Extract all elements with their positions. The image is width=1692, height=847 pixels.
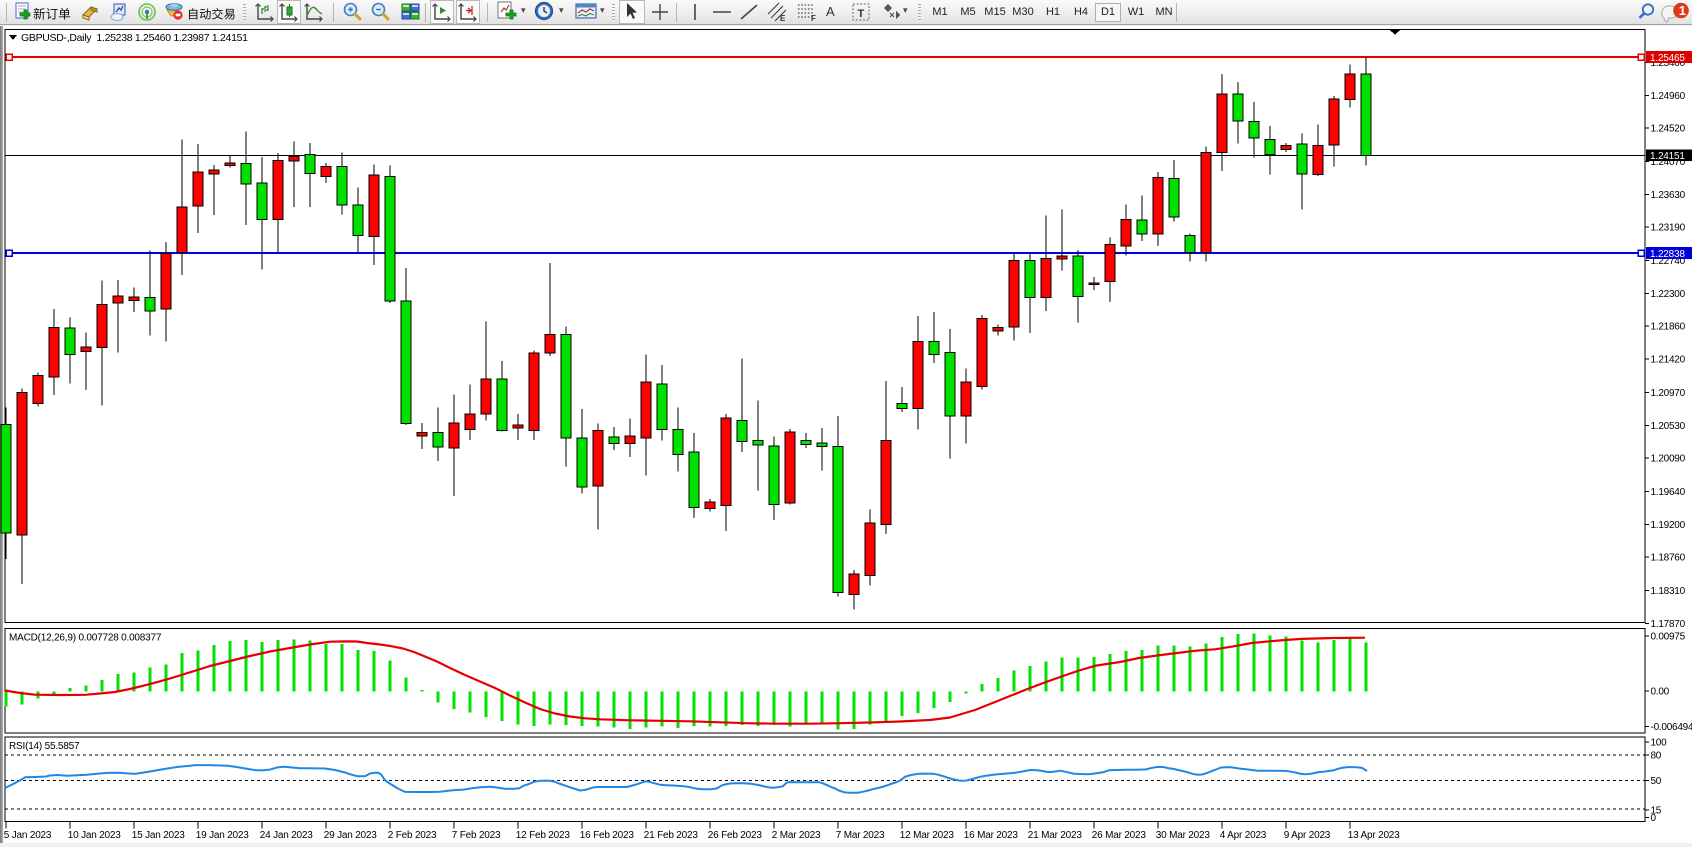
svg-text:1.19200: 1.19200 [1651, 520, 1686, 531]
svg-text:21 Mar 2023: 21 Mar 2023 [1028, 830, 1083, 841]
svg-text:15: 15 [1651, 806, 1662, 817]
svg-text:26 Mar 2023: 26 Mar 2023 [1092, 830, 1147, 841]
svg-text:0.00: 0.00 [1651, 687, 1670, 698]
svg-text:1.17870: 1.17870 [1651, 619, 1686, 630]
svg-text:1.25400: 1.25400 [1651, 58, 1686, 69]
svg-text:1.24151: 1.24151 [1650, 151, 1685, 162]
svg-text:1.20530: 1.20530 [1651, 421, 1686, 432]
svg-text:0.00975: 0.00975 [1651, 632, 1686, 643]
svg-text:1.24520: 1.24520 [1651, 124, 1686, 135]
svg-text:1.21860: 1.21860 [1651, 322, 1686, 333]
svg-text:21 Feb 2023: 21 Feb 2023 [644, 830, 699, 841]
svg-text:15 Jan 2023: 15 Jan 2023 [132, 830, 185, 841]
svg-text:-0.006494: -0.006494 [1651, 722, 1692, 733]
svg-text:12 Feb 2023: 12 Feb 2023 [516, 830, 571, 841]
svg-text:1.23630: 1.23630 [1651, 190, 1686, 201]
svg-text:1.24070: 1.24070 [1651, 157, 1686, 168]
svg-text:1.22740: 1.22740 [1651, 256, 1686, 267]
svg-text:16 Mar 2023: 16 Mar 2023 [964, 830, 1019, 841]
svg-text:1: 1 [1679, 3, 1686, 18]
svg-text:1.18310: 1.18310 [1651, 586, 1686, 597]
svg-text:7 Mar 2023: 7 Mar 2023 [836, 830, 885, 841]
svg-text:RSI(14) 55.5857: RSI(14) 55.5857 [9, 741, 80, 752]
svg-text:1.22838: 1.22838 [1650, 249, 1685, 260]
svg-text:80: 80 [1651, 750, 1662, 761]
svg-text:1.18760: 1.18760 [1651, 553, 1686, 564]
svg-text:1.24960: 1.24960 [1651, 91, 1686, 102]
svg-text:1.23190: 1.23190 [1651, 223, 1686, 234]
svg-text:T: T [858, 8, 865, 20]
svg-text:10 Jan 2023: 10 Jan 2023 [68, 830, 121, 841]
svg-text:GBPUSD-,Daily 1.25238 1.25460: GBPUSD-,Daily 1.25238 1.25460 1.23987 1.… [21, 32, 248, 44]
svg-text:30 Mar 2023: 30 Mar 2023 [1156, 830, 1211, 841]
svg-text:7 Feb 2023: 7 Feb 2023 [452, 830, 501, 841]
svg-text:5 Jan 2023: 5 Jan 2023 [4, 830, 52, 841]
svg-text:50: 50 [1651, 776, 1662, 787]
svg-text:1.20970: 1.20970 [1651, 388, 1686, 399]
svg-text:13 Apr 2023: 13 Apr 2023 [1348, 830, 1400, 841]
svg-text:24 Jan 2023: 24 Jan 2023 [260, 830, 313, 841]
svg-text:12 Mar 2023: 12 Mar 2023 [900, 830, 955, 841]
svg-text:E: E [780, 14, 786, 23]
svg-text:29 Jan 2023: 29 Jan 2023 [324, 830, 377, 841]
svg-text:1.21420: 1.21420 [1651, 355, 1686, 366]
svg-text:MACD(12,26,9) 0.007728 0.00837: MACD(12,26,9) 0.007728 0.008377 [9, 633, 162, 644]
svg-text:1.22300: 1.22300 [1651, 289, 1686, 300]
svg-text:2 Feb 2023: 2 Feb 2023 [388, 830, 437, 841]
svg-text:2 Mar 2023: 2 Mar 2023 [772, 830, 821, 841]
svg-text:F: F [811, 14, 816, 23]
svg-text:1.19640: 1.19640 [1651, 487, 1686, 498]
svg-text:4 Apr 2023: 4 Apr 2023 [1220, 830, 1267, 841]
svg-text:1.25465: 1.25465 [1650, 53, 1685, 64]
svg-text:9 Apr 2023: 9 Apr 2023 [1284, 830, 1331, 841]
svg-text:26 Feb 2023: 26 Feb 2023 [708, 830, 763, 841]
svg-text:19 Jan 2023: 19 Jan 2023 [196, 830, 249, 841]
svg-text:0: 0 [1651, 813, 1657, 824]
svg-text:1.20090: 1.20090 [1651, 454, 1686, 465]
svg-text:16 Feb 2023: 16 Feb 2023 [580, 830, 635, 841]
svg-text:100: 100 [1651, 738, 1668, 749]
